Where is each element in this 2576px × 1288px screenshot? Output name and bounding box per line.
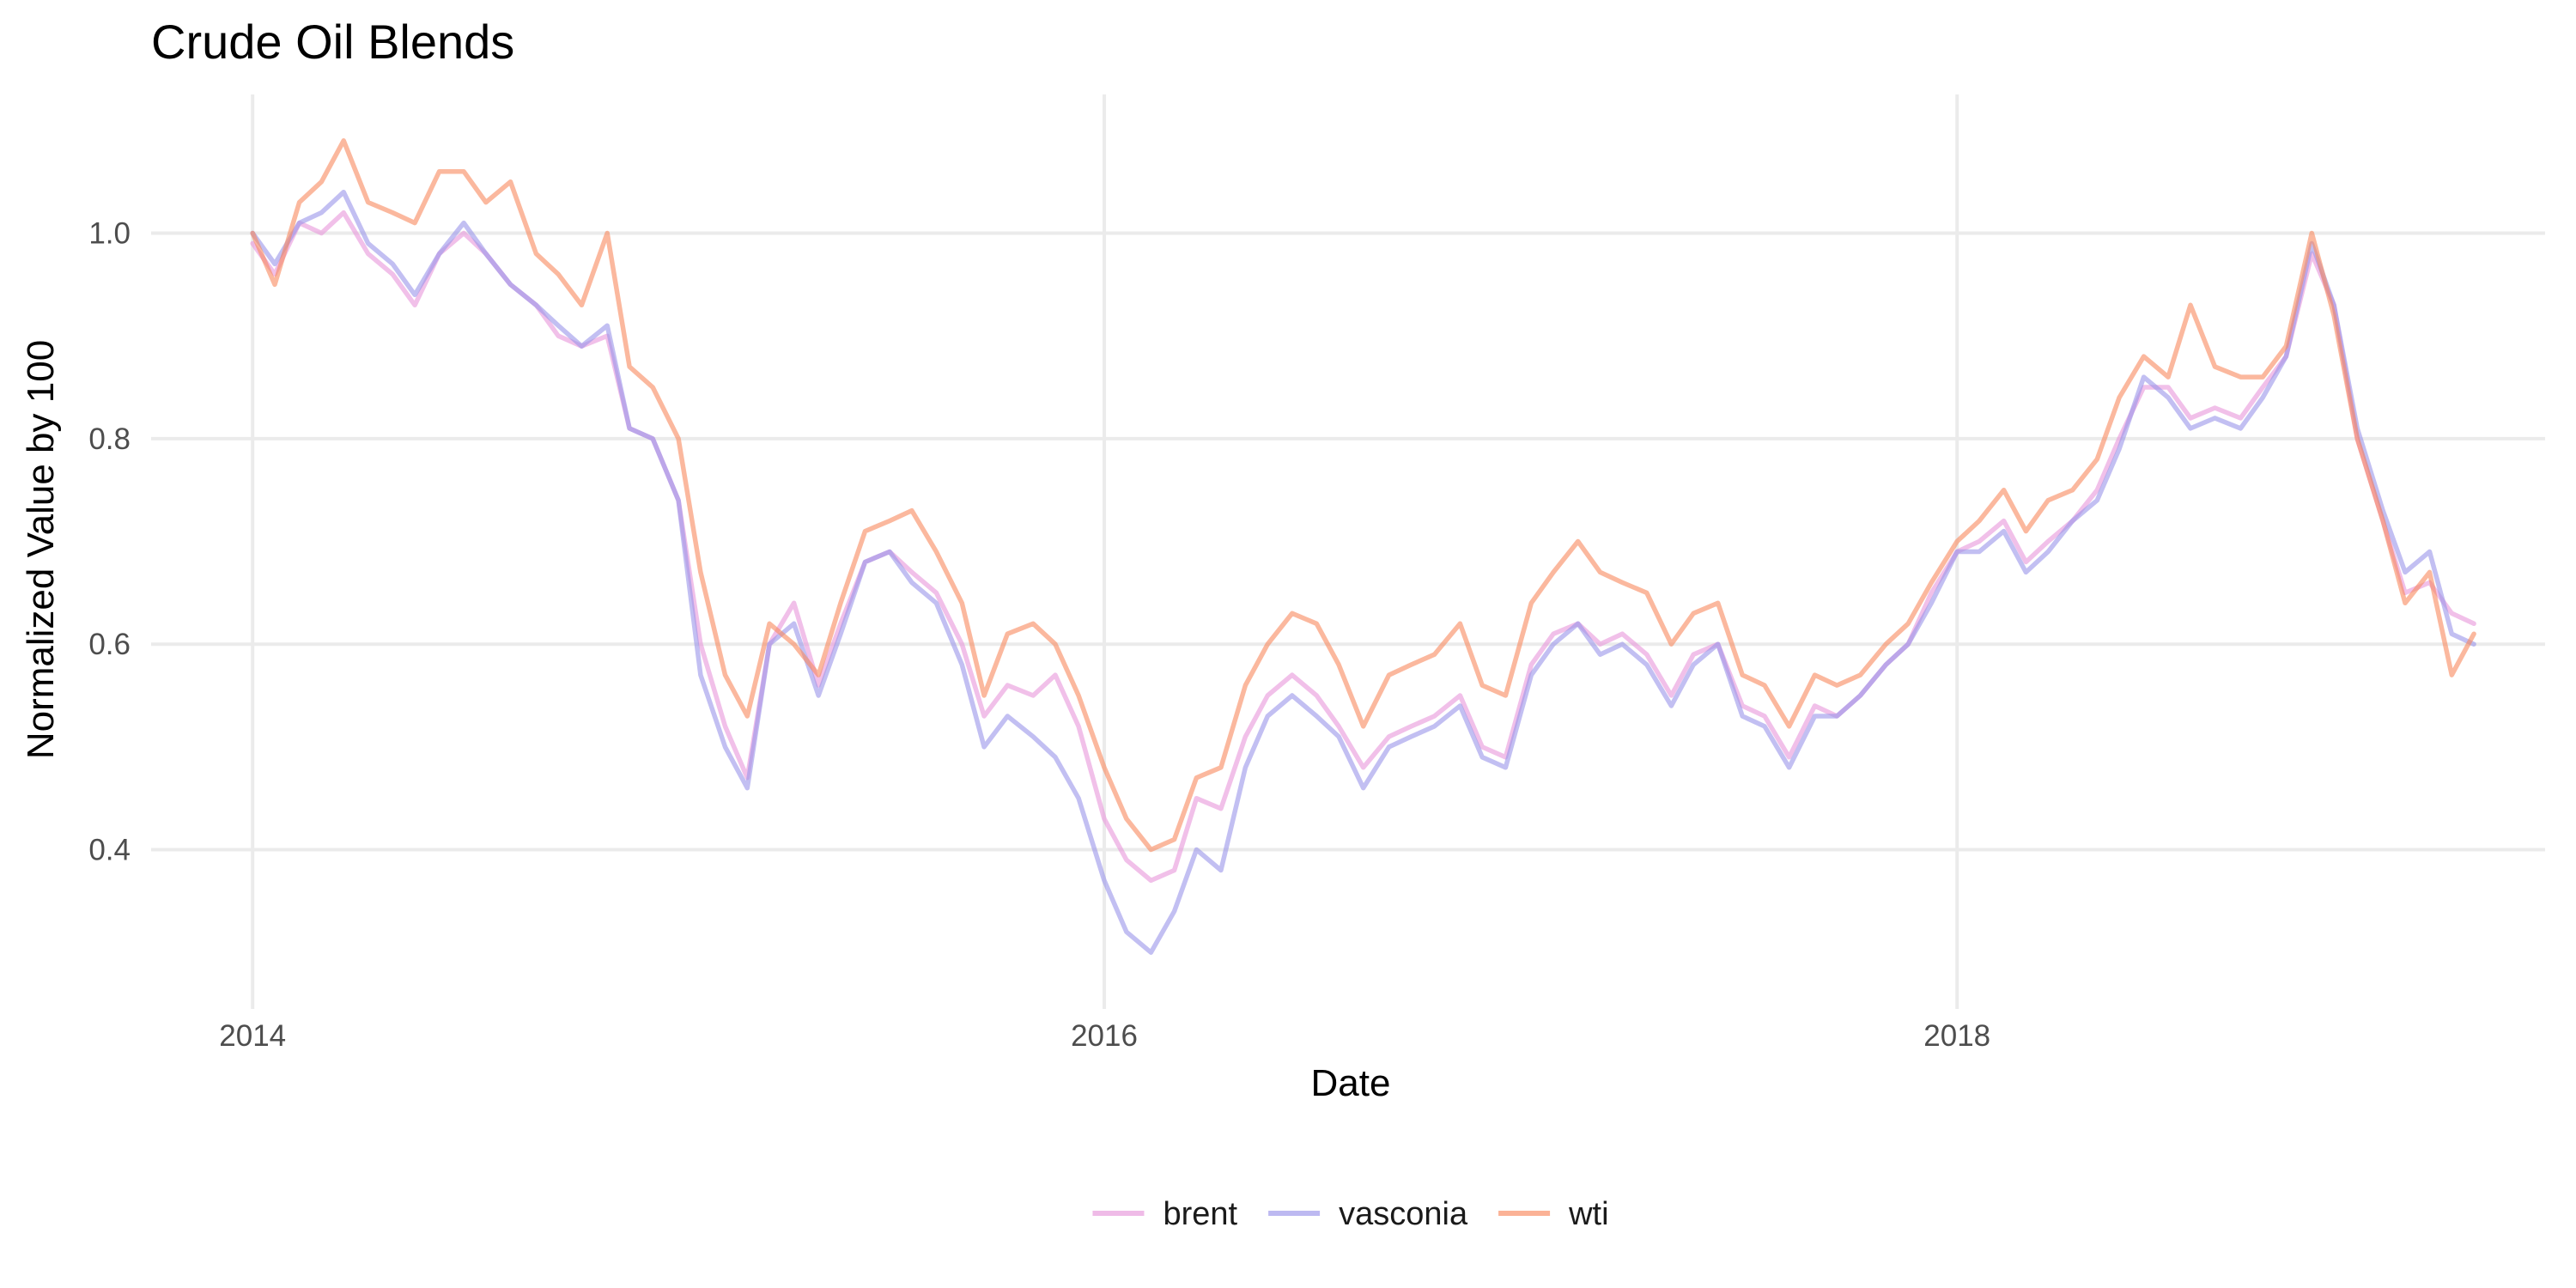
x-axis-title: Date — [1311, 1062, 1391, 1104]
legend-label-vasconia: vasconia — [1339, 1196, 1468, 1232]
legend-label-wti: wti — [1568, 1196, 1608, 1232]
y-axis-title: Normalized Value by 100 — [20, 340, 62, 759]
series-lines — [250, 138, 2476, 955]
series-line-vasconia — [250, 189, 2476, 955]
y-axis-ticks: 0.4 0.6 0.8 1.0 — [88, 217, 131, 867]
x-axis-ticks: 2014 2016 2018 — [219, 1019, 1990, 1053]
series-line-brent — [250, 210, 2476, 884]
chart-title: Crude Oil Blends — [151, 15, 514, 69]
horizontal-gridlines — [151, 231, 2545, 852]
legend-label-brent: brent — [1163, 1196, 1237, 1232]
y-tick-label: 1.0 — [88, 217, 131, 251]
series-line-wti — [250, 138, 2476, 853]
legend: brent vasconia wti — [1092, 1196, 1609, 1232]
y-tick-label: 0.8 — [88, 422, 131, 456]
y-tick-label: 0.6 — [88, 628, 131, 661]
x-tick-label: 2016 — [1071, 1019, 1138, 1053]
x-tick-label: 2018 — [1923, 1019, 1990, 1053]
y-tick-label: 0.4 — [88, 834, 131, 867]
x-tick-label: 2014 — [219, 1019, 286, 1053]
